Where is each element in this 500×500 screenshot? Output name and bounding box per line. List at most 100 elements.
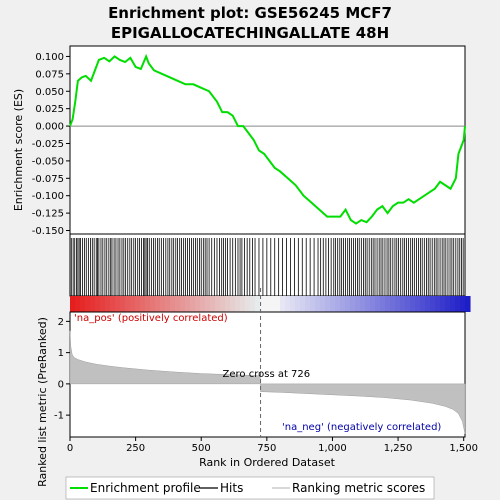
- rank-y-tick-label: 1: [58, 348, 64, 359]
- color-bar-segment: [355, 296, 361, 312]
- color-bar-segment: [440, 296, 446, 312]
- rank-color-bar: [70, 296, 471, 312]
- color-bar-segment: [70, 296, 76, 312]
- color-bar-segment: [165, 296, 171, 312]
- color-bar-segment: [105, 296, 111, 312]
- es-y-tick-label: -0.075: [32, 174, 64, 185]
- color-bar-segment: [140, 296, 146, 312]
- es-y-tick-label: 0.100: [35, 52, 64, 63]
- color-bar-segment: [315, 296, 321, 312]
- rank-y-tick-label: -1: [54, 411, 64, 422]
- color-bar-segment: [95, 296, 101, 312]
- color-bar-segment: [175, 296, 181, 312]
- zero-cross-label: Zero cross at 726: [223, 369, 311, 380]
- rank-ylabel: Ranked list metric (PreRanked): [36, 317, 49, 487]
- color-bar-segment: [200, 296, 206, 312]
- color-bar-segment: [415, 296, 421, 312]
- color-bar-segment: [225, 296, 231, 312]
- color-bar-segment: [170, 296, 176, 312]
- color-bar-segment: [75, 296, 81, 312]
- color-bar-segment: [430, 296, 436, 312]
- color-bar-segment: [135, 296, 141, 312]
- x-tick-label: 750: [257, 443, 276, 454]
- color-bar-segment: [290, 296, 296, 312]
- color-bar-segment: [375, 296, 381, 312]
- color-bar-segment: [80, 296, 86, 312]
- color-bar-segment: [100, 296, 106, 312]
- color-bar-segment: [245, 296, 251, 312]
- x-tick-label: 250: [126, 443, 145, 454]
- negative-label: 'na_neg' (negatively correlated): [282, 422, 441, 433]
- color-bar-segment: [425, 296, 431, 312]
- color-bar-segment: [450, 296, 456, 312]
- color-bar-segment: [350, 296, 356, 312]
- color-bar-segment: [220, 296, 226, 312]
- hits-panel: [69, 233, 466, 297]
- color-bar-segment: [125, 296, 131, 312]
- color-bar-segment: [320, 296, 326, 312]
- color-bar-segment: [385, 296, 391, 312]
- color-bar-segment: [305, 296, 311, 312]
- positive-label: 'na_pos' (positively correlated): [74, 313, 228, 324]
- color-bar-segment: [90, 296, 96, 312]
- es-y-tick-label: -0.025: [32, 139, 64, 150]
- color-bar-segment: [230, 296, 236, 312]
- color-bar-segment: [400, 296, 406, 312]
- color-bar-segment: [455, 296, 461, 312]
- color-bar-segment: [255, 296, 261, 312]
- chart-title-line2: EPIGALLOCATECHINGALLATE 48H: [111, 24, 389, 42]
- legend-label: Ranking metric scores: [292, 481, 425, 495]
- color-bar-segment: [410, 296, 416, 312]
- es-y-tick-label: 0.000: [35, 122, 64, 133]
- color-bar-segment: [130, 296, 136, 312]
- color-bar-segment: [445, 296, 451, 312]
- x-tick-label: 1,500: [449, 443, 478, 454]
- rank-y-tick-label: 0: [58, 379, 64, 390]
- color-bar-segment: [185, 296, 191, 312]
- legend-box: [65, 476, 435, 500]
- color-bar-segment: [265, 296, 271, 312]
- color-bar-segment: [345, 296, 351, 312]
- color-bar-segment: [285, 296, 291, 312]
- color-bar-segment: [405, 296, 411, 312]
- color-bar-segment: [330, 296, 336, 312]
- color-bar-segment: [435, 296, 441, 312]
- color-bar-segment: [395, 296, 401, 312]
- rank-y-tick-label: 2: [58, 317, 64, 328]
- es-y-tick-label: -0.150: [32, 226, 64, 237]
- hits-marks: [70, 238, 464, 296]
- color-bar-segment: [360, 296, 366, 312]
- color-bar-segment: [160, 296, 166, 312]
- es-y-tick-label: 0.075: [35, 69, 64, 80]
- color-bar-segment: [380, 296, 386, 312]
- es-panel: [69, 45, 466, 235]
- color-bar-segment: [295, 296, 301, 312]
- color-bar-segment: [110, 296, 116, 312]
- color-bar-segment: [365, 296, 371, 312]
- color-bar-segment: [235, 296, 241, 312]
- x-axis-label: Rank in Ordered Dataset: [199, 456, 336, 469]
- color-bar-segment: [195, 296, 201, 312]
- color-bar-segment: [205, 296, 211, 312]
- color-bar-segment: [335, 296, 341, 312]
- es-y-tick-label: 0.025: [35, 104, 64, 115]
- es-y-tick-label: 0.050: [35, 87, 64, 98]
- color-bar-segment: [390, 296, 396, 312]
- x-tick-label: 1,250: [384, 443, 413, 454]
- es-y-ticks: 0.100 0.075 0.050 0.025 0.000 -0.025 -0.050 -0.…: [32, 52, 70, 237]
- color-bar-segment: [260, 296, 266, 312]
- color-bar-segment: [270, 296, 276, 312]
- color-bar-segment: [180, 296, 186, 312]
- x-ticks: 0 250 500 750 1,000 1,250 1,500: [67, 437, 478, 454]
- es-ylabel: Enrichment score (ES): [12, 89, 25, 211]
- color-bar-segment: [85, 296, 91, 312]
- color-bar-segment: [325, 296, 331, 312]
- color-bar-segment: [420, 296, 426, 312]
- color-bar-segment: [190, 296, 196, 312]
- color-bar-segment: [340, 296, 346, 312]
- es-y-tick-label: -0.100: [32, 191, 64, 202]
- color-bar-segment: [370, 296, 376, 312]
- color-bar-segment: [250, 296, 256, 312]
- color-bar-segment: [310, 296, 316, 312]
